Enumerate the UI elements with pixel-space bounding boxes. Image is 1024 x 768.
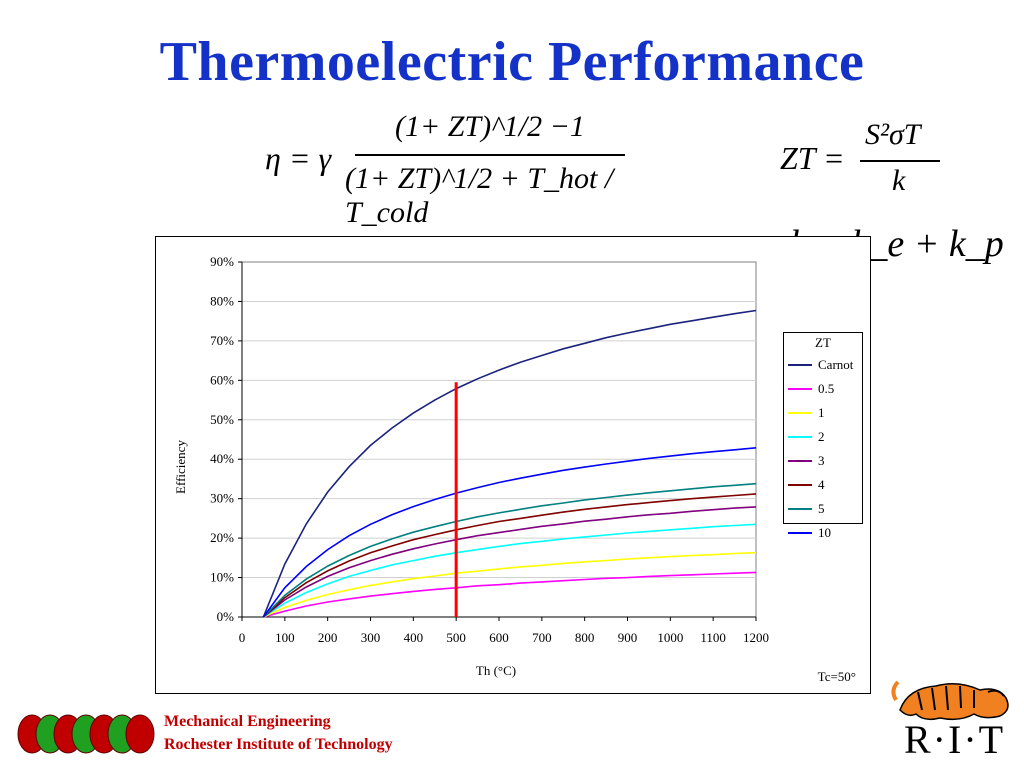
footer-institute: Rochester Institute of Technology <box>164 736 393 753</box>
series-line-5 <box>262 482 757 618</box>
tiger-logo-icon <box>891 680 1009 721</box>
y-axis-label: Efficiency <box>173 440 188 494</box>
x-tick-label: 900 <box>618 630 638 645</box>
legend-item: 4 <box>784 473 862 497</box>
x-axis-label: Th (°C) <box>475 663 517 678</box>
atom-chain-logo <box>17 714 155 754</box>
x-tick-label: 1000 <box>657 630 683 645</box>
legend-swatch <box>788 508 812 510</box>
legend-swatch <box>788 532 812 534</box>
x-tick-label: 500 <box>446 630 466 645</box>
legend-label: 5 <box>818 501 825 516</box>
efficiency-formula-numerator: (1+ ZT)^1/2 −1 <box>395 110 585 143</box>
x-tick-label: 300 <box>361 630 381 645</box>
series-line-1 <box>263 551 757 618</box>
legend-label: 3 <box>818 453 825 468</box>
y-tick-label: 90% <box>210 254 234 269</box>
legend-item: 2 <box>784 425 862 449</box>
legend-item: Carnot <box>784 353 862 377</box>
y-tick-label: 40% <box>210 451 234 466</box>
x-tick-label: 600 <box>489 630 509 645</box>
efficiency-formula: η = γ (1+ ZT)^1/2 −1 (1+ ZT)^1/2 + T_hot… <box>265 110 645 240</box>
zt-formula-lhs: ZT = <box>780 140 845 176</box>
legend-swatch <box>788 460 812 462</box>
zt-formula-numerator: S²σT <box>865 118 921 151</box>
x-tick-label: 100 <box>275 630 295 645</box>
x-tick-label: 800 <box>575 630 595 645</box>
y-tick-label: 50% <box>210 412 234 427</box>
legend-swatch <box>788 484 812 486</box>
plot-area <box>241 261 757 618</box>
x-tick-label: 200 <box>318 630 338 645</box>
legend-item: 1 <box>784 401 862 425</box>
series-line-3 <box>262 506 757 618</box>
footer-department: Mechanical Engineering <box>164 713 331 730</box>
y-tick-label: 30% <box>210 491 234 506</box>
legend-item: 3 <box>784 449 862 473</box>
y-tick-label: 80% <box>210 293 234 308</box>
legend-label: 0.5 <box>818 381 835 396</box>
series-line-2 <box>262 523 757 618</box>
legend-label: Carnot <box>818 357 854 372</box>
legend-title: ZT <box>815 335 831 350</box>
zt-formula: ZT = S²σT k <box>780 118 960 208</box>
y-tick-label: 60% <box>210 372 234 387</box>
x-tick-label: 1200 <box>743 630 769 645</box>
atom-shape <box>125 714 155 754</box>
x-tick-label: 400 <box>404 630 424 645</box>
legend-swatch <box>788 436 812 438</box>
series-line-0.5 <box>263 571 757 618</box>
legend-swatch <box>788 412 812 414</box>
slide-title: Thermoelectric Performance <box>159 31 865 93</box>
x-tick-label: 1100 <box>700 630 726 645</box>
legend-label: 1 <box>818 405 825 420</box>
y-tick-label: 70% <box>210 333 234 348</box>
rit-logo-text: R·I·T <box>904 717 1006 762</box>
legend-item: 5 <box>784 497 862 521</box>
legend-label: 2 <box>818 429 825 444</box>
tc-note: Tc=50° <box>817 669 856 684</box>
efficiency-chart: 0% 10% 20% 30% 40% 50% 60% 70% 80% 90% 0 100 200 300 4… <box>155 236 871 694</box>
y-tick-label: 10% <box>210 570 234 585</box>
x-tick-label: 700 <box>532 630 552 645</box>
legend-items: Carnot 0.5 1 2 3 4 5 10 <box>784 353 862 545</box>
efficiency-formula-denominator: (1+ ZT)^1/2 + T_hot / T_cold <box>345 162 614 229</box>
legend-swatch <box>788 364 812 366</box>
x-tick-label: 0 <box>239 630 246 645</box>
legend-label: 10 <box>818 525 831 540</box>
series-line-10 <box>262 447 757 618</box>
series-line-carnot <box>262 309 757 618</box>
fraction-bar <box>860 160 940 162</box>
legend-item: 0.5 <box>784 377 862 401</box>
fraction-bar <box>355 154 625 156</box>
series-line-4 <box>262 493 757 618</box>
zt-formula-denominator: k <box>892 164 906 197</box>
legend-item: 10 <box>784 521 862 545</box>
y-tick-label: 0% <box>217 609 235 624</box>
chart-canvas: 0% 10% 20% 30% 40% 50% 60% 70% 80% 90% 0 100 200 300 4… <box>210 254 769 645</box>
legend-swatch <box>788 388 812 390</box>
legend-label: 4 <box>818 477 825 492</box>
chart-legend: ZT Carnot 0.5 1 2 3 4 5 10 <box>783 332 863 540</box>
efficiency-formula-lhs: η = γ <box>265 140 332 176</box>
footer-text: Mechanical Engineering Rochester Institu… <box>164 710 393 756</box>
y-tick-label: 20% <box>210 530 234 545</box>
